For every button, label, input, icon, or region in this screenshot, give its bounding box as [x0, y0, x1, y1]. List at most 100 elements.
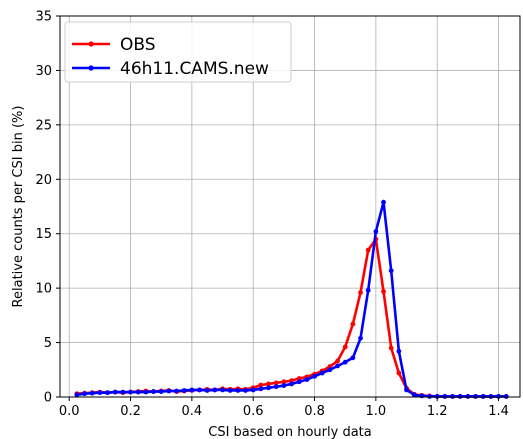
data-point: [128, 389, 133, 395]
data-point: [365, 247, 371, 253]
data-point: [450, 394, 455, 399]
data-point: [319, 370, 325, 376]
data-point: [120, 389, 126, 395]
data-point: [273, 380, 279, 386]
legend-label: 46h11.CAMS.new: [120, 59, 269, 79]
data-point: [457, 394, 463, 399]
data-point: [342, 344, 348, 350]
data-point: [496, 394, 501, 399]
data-point: [488, 394, 494, 399]
data-point: [97, 390, 103, 396]
data-point: [89, 390, 95, 396]
legend-marker: [88, 65, 94, 71]
data-point: [304, 377, 310, 382]
data-point: [381, 199, 386, 205]
x-tick-label: 0.2: [120, 404, 141, 419]
data-point: [335, 358, 340, 364]
data-point: [266, 385, 271, 391]
legend-box: [64, 21, 292, 83]
data-point: [388, 268, 394, 274]
data-point: [143, 389, 149, 395]
data-point: [197, 387, 202, 393]
data-point: [396, 370, 402, 376]
data-point: [480, 394, 486, 399]
data-point: [189, 387, 195, 393]
data-point: [135, 389, 141, 395]
data-point: [373, 229, 379, 234]
data-point: [166, 388, 172, 394]
data-point: [404, 387, 409, 393]
data-point: [220, 387, 225, 393]
series-model: [74, 199, 509, 399]
data-point: [227, 388, 233, 393]
series-obs: [74, 236, 509, 399]
data-point: [281, 379, 287, 385]
series-line: [76, 200, 507, 398]
x-axis-label: CSI based on hourly data: [208, 425, 372, 439]
y-tick-label: 35: [35, 10, 52, 25]
data-point: [174, 388, 179, 394]
data-point: [212, 387, 218, 393]
series-layer: [74, 199, 509, 399]
y-tick-label: 10: [35, 282, 52, 297]
data-point: [258, 382, 264, 388]
data-point: [427, 394, 432, 399]
data-point: [381, 289, 386, 294]
x-tick-label: 1.4: [488, 404, 509, 419]
y-axis-label: Relative counts per CSI bin (%): [11, 106, 26, 308]
x-tick-label: 0.0: [59, 404, 80, 419]
data-point: [434, 394, 440, 399]
data-point: [105, 390, 110, 396]
legend: OBS 46h11.CAMS.new: [64, 21, 292, 83]
data-point: [419, 393, 425, 399]
series-line: [76, 237, 507, 398]
data-point: [335, 363, 340, 369]
data-point: [82, 391, 87, 397]
data-point: [243, 388, 248, 393]
data-point: [442, 394, 448, 399]
data-point: [388, 345, 394, 351]
data-point: [296, 379, 302, 385]
y-tick-label: 25: [35, 118, 52, 133]
data-point: [503, 394, 509, 399]
x-tick-label: 1.0: [366, 404, 387, 419]
legend-marker: [88, 41, 94, 47]
data-point: [281, 383, 287, 388]
y-tick-label: 20: [35, 173, 52, 188]
legend-label: OBS: [120, 35, 156, 55]
data-point: [411, 392, 417, 398]
data-point: [312, 373, 317, 379]
data-point: [473, 394, 478, 399]
data-point: [396, 348, 402, 354]
ticks: 0.0 0.2 0.4 0.6 0.8 1.0 1.2 1.4 0 5 10 15 20 25 30 35: [35, 10, 508, 420]
data-point: [151, 389, 156, 394]
y-tick-label: 5: [44, 336, 52, 351]
grid: [60, 15, 520, 398]
data-point: [181, 388, 187, 393]
x-tick-label: 0.8: [304, 404, 325, 419]
data-point: [350, 355, 356, 361]
plot-frame: [59, 15, 521, 398]
data-point: [358, 335, 363, 341]
data-point: [74, 392, 80, 398]
data-point: [273, 384, 279, 390]
data-point: [350, 321, 356, 327]
x-tick-label: 0.6: [243, 404, 264, 419]
data-point: [204, 388, 210, 393]
y-tick-label: 0: [44, 391, 52, 406]
data-point: [266, 381, 271, 387]
data-point: [258, 386, 264, 392]
data-point: [250, 387, 256, 393]
data-point: [365, 287, 371, 293]
x-tick-label: 1.2: [427, 404, 448, 419]
y-tick-label: 30: [35, 64, 52, 79]
data-point: [235, 388, 241, 393]
x-tick-label: 0.4: [182, 404, 203, 419]
y-tick-label: 15: [35, 227, 52, 242]
data-point: [158, 389, 164, 394]
data-point: [327, 367, 333, 373]
data-point: [465, 394, 471, 399]
data-point: [358, 290, 363, 295]
data-point: [112, 389, 118, 395]
